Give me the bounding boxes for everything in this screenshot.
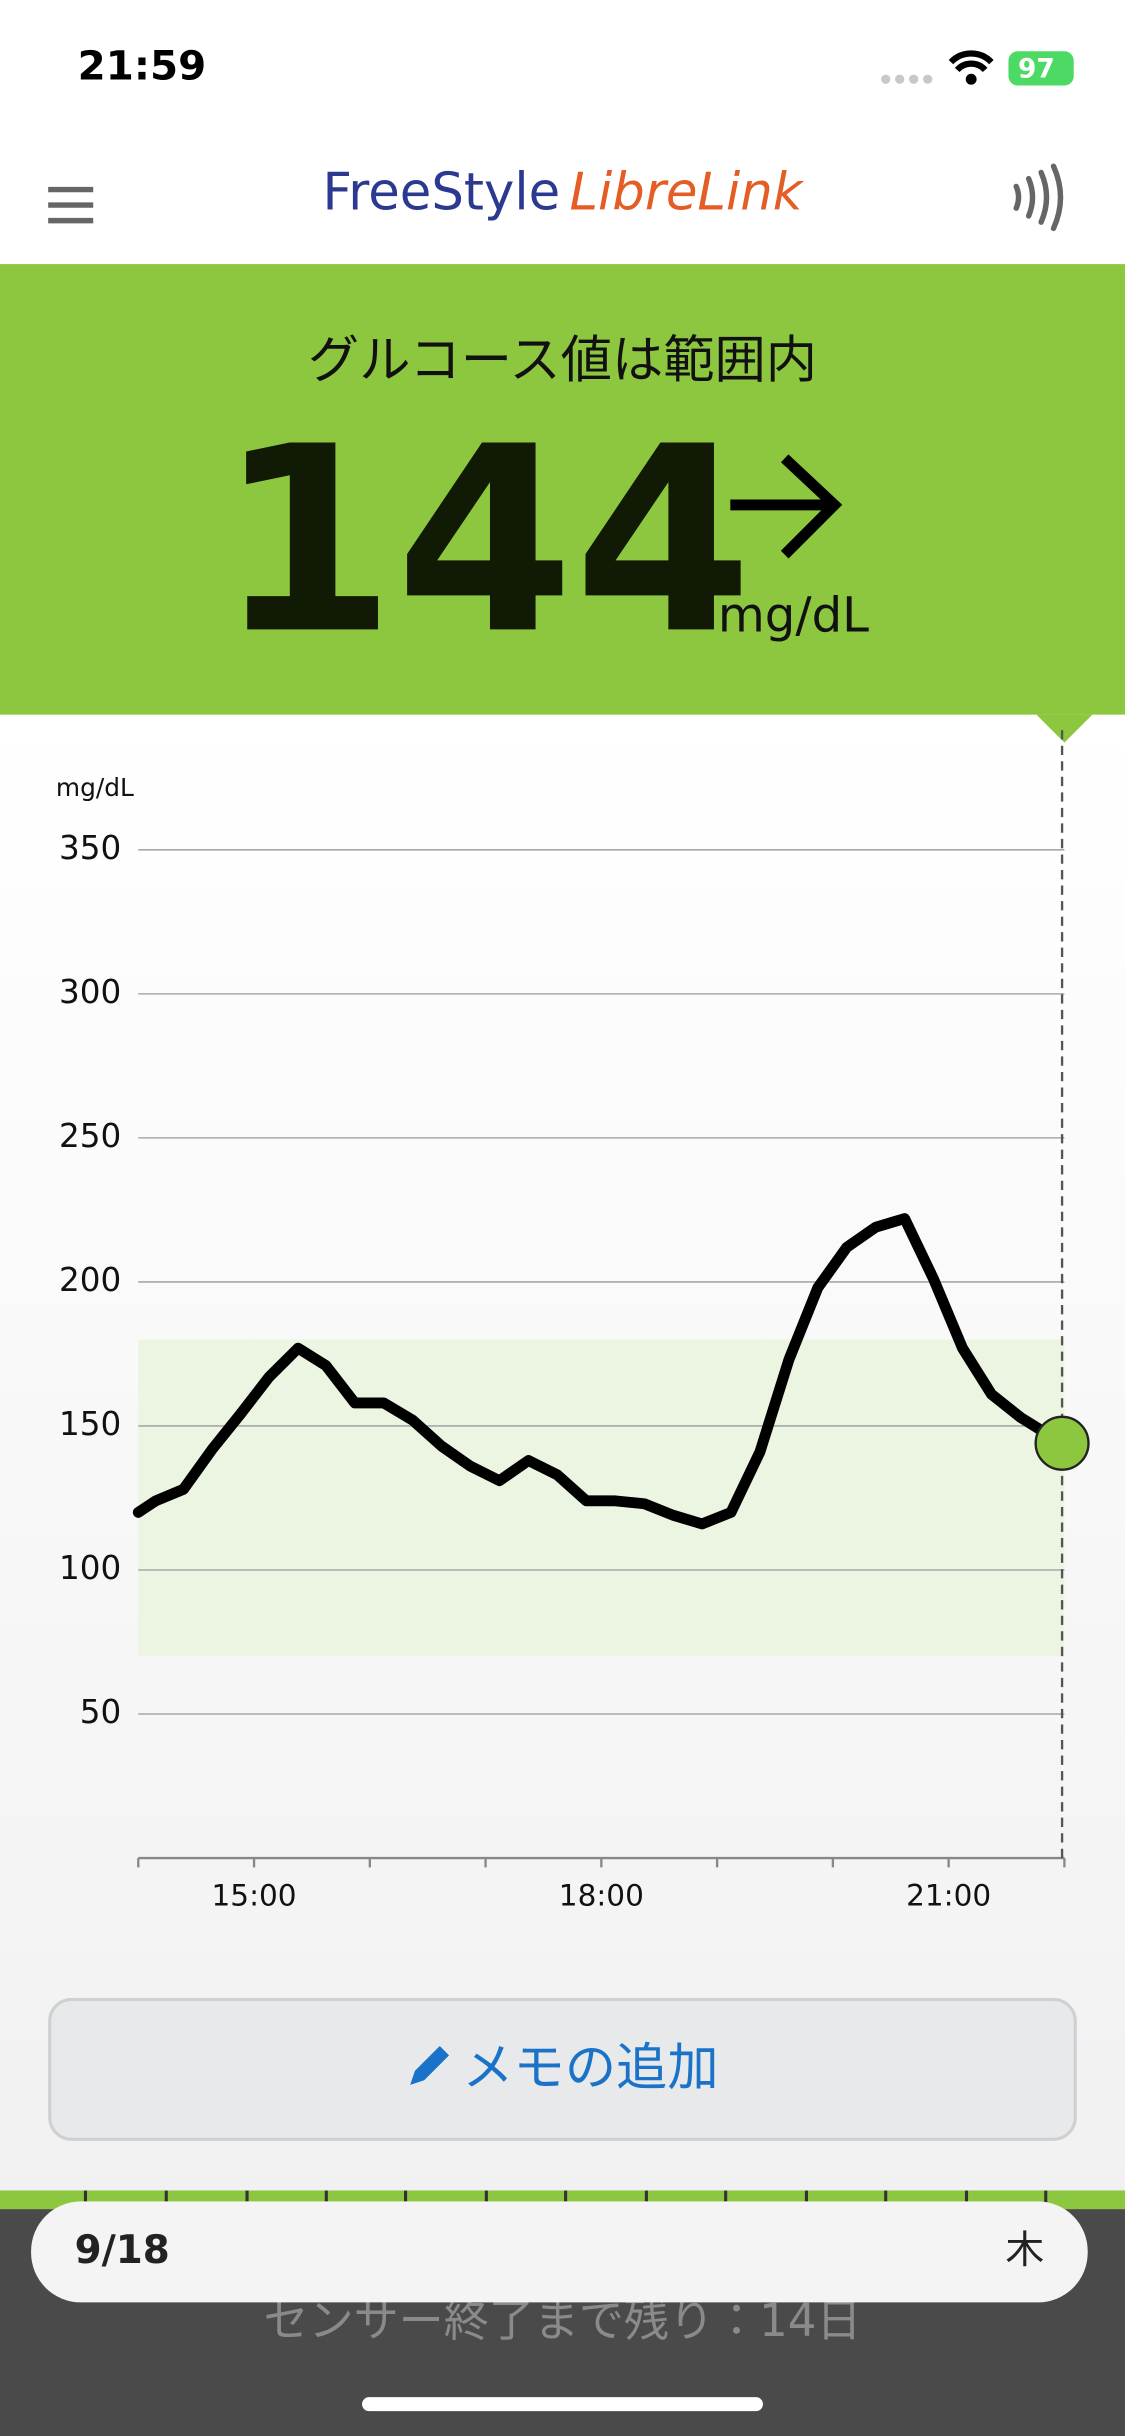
y-tick-label: 350 bbox=[59, 829, 121, 867]
memo-button[interactable] bbox=[48, 1997, 1077, 2141]
glucose-unit: mg/dL bbox=[718, 587, 869, 643]
y-tick-label: 300 bbox=[59, 973, 121, 1011]
glucose-line bbox=[132, 1213, 1068, 1530]
status-banner bbox=[0, 264, 1125, 715]
status-time: 21:59 bbox=[78, 42, 207, 89]
y-tick-label: 100 bbox=[59, 1549, 121, 1587]
brand-freestyle: FreeStyle bbox=[323, 163, 561, 223]
brand-logo: FreeStyle LibreLink bbox=[323, 163, 805, 223]
banner-pointer bbox=[1036, 714, 1093, 743]
y-axis-label: mg/dL bbox=[56, 773, 134, 802]
y-tick-label: 200 bbox=[59, 1261, 121, 1299]
brand-librelink: LibreLink bbox=[569, 163, 804, 223]
menu-button[interactable] bbox=[48, 186, 94, 224]
x-tick-label: 21:00 bbox=[906, 1878, 991, 1912]
y-tick-label: 250 bbox=[59, 1117, 121, 1155]
battery bbox=[1008, 51, 1074, 86]
x-tick-label: 18:00 bbox=[559, 1878, 644, 1912]
y-tick-label: 50 bbox=[80, 1693, 122, 1731]
memo-button-label: メモの追加 bbox=[462, 2038, 718, 2098]
date-bar[interactable] bbox=[31, 2201, 1088, 2303]
wifi-dot bbox=[965, 73, 977, 85]
glucose-value: 144 bbox=[217, 392, 752, 690]
trend-arrow bbox=[730, 454, 843, 559]
y-tick-label: 150 bbox=[59, 1405, 121, 1443]
signal bbox=[881, 74, 933, 84]
date: 9/18 bbox=[75, 2228, 170, 2273]
sensor-note: センサー終了まで残り：14日 bbox=[264, 2294, 862, 2347]
scan-button[interactable] bbox=[1013, 163, 1064, 232]
glucose-status: グルコース値は範囲内 bbox=[308, 331, 817, 391]
home-indicator bbox=[362, 2397, 763, 2412]
current-reading-dot bbox=[1034, 1415, 1090, 1471]
wifi-icon bbox=[948, 50, 994, 73]
weekday: 木 bbox=[1005, 2228, 1044, 2273]
pencil-icon bbox=[410, 2046, 450, 2085]
x-tick-label: 15:00 bbox=[212, 1878, 297, 1912]
glucose-chart: 50 100 150 200 250 300 350 15:00 18:00 21:00 bbox=[59, 730, 1090, 1912]
battery-level: 97 bbox=[1018, 53, 1055, 84]
